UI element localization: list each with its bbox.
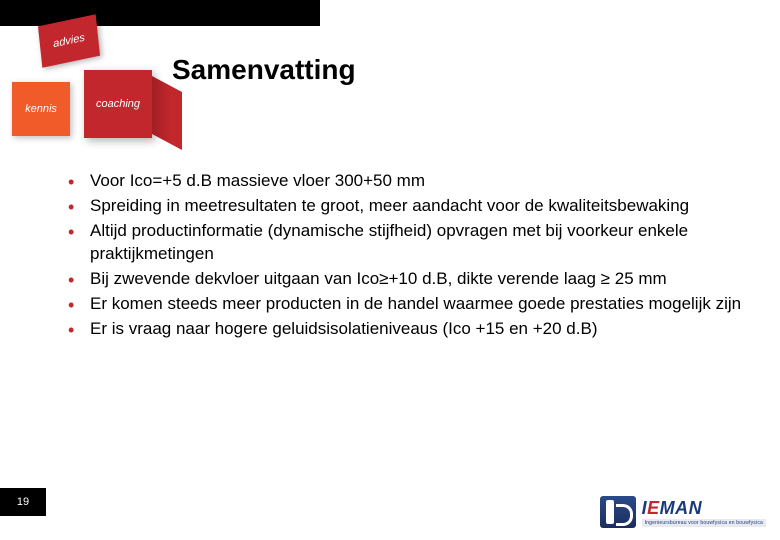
logo-text: IEMAN Ingenieursbureau voor bouwfysica e… xyxy=(642,498,766,527)
bullet-item: Voor Ico=+5 d.B massieve vloer 300+50 mm xyxy=(62,170,750,193)
page-number-box: 19 xyxy=(0,488,46,516)
logo-icon xyxy=(600,496,636,528)
tile-kennis: kennis xyxy=(12,82,70,136)
bullet-item: Er komen steeds meer producten in de han… xyxy=(62,293,750,316)
header-graphic: advies kennis coaching xyxy=(12,20,162,140)
tile-coaching: coaching xyxy=(84,70,152,138)
logo-sub: Ingenieursbureau voor bouwfysica en bouw… xyxy=(642,519,766,527)
footer-logo: IEMAN Ingenieursbureau voor bouwfysica e… xyxy=(600,496,766,528)
bullet-item: Er is vraag naar hogere geluidsisolatien… xyxy=(62,318,750,341)
tile-advies: advies xyxy=(38,14,100,67)
bullet-item: Altijd productinformatie (dynamische sti… xyxy=(62,220,750,266)
content: Voor Ico=+5 d.B massieve vloer 300+50 mm… xyxy=(62,170,750,343)
slide: advies kennis coaching Samenvatting Voor… xyxy=(0,0,780,540)
slide-title: Samenvatting xyxy=(172,54,356,86)
logo-main: IEMAN xyxy=(642,498,766,519)
bullet-item: Bij zwevende dekvloer uitgaan van Ico≥+1… xyxy=(62,268,750,291)
page-number: 19 xyxy=(17,496,29,508)
bullet-item: Spreiding in meetresultaten te groot, me… xyxy=(62,195,750,218)
bullet-list: Voor Ico=+5 d.B massieve vloer 300+50 mm… xyxy=(62,170,750,341)
